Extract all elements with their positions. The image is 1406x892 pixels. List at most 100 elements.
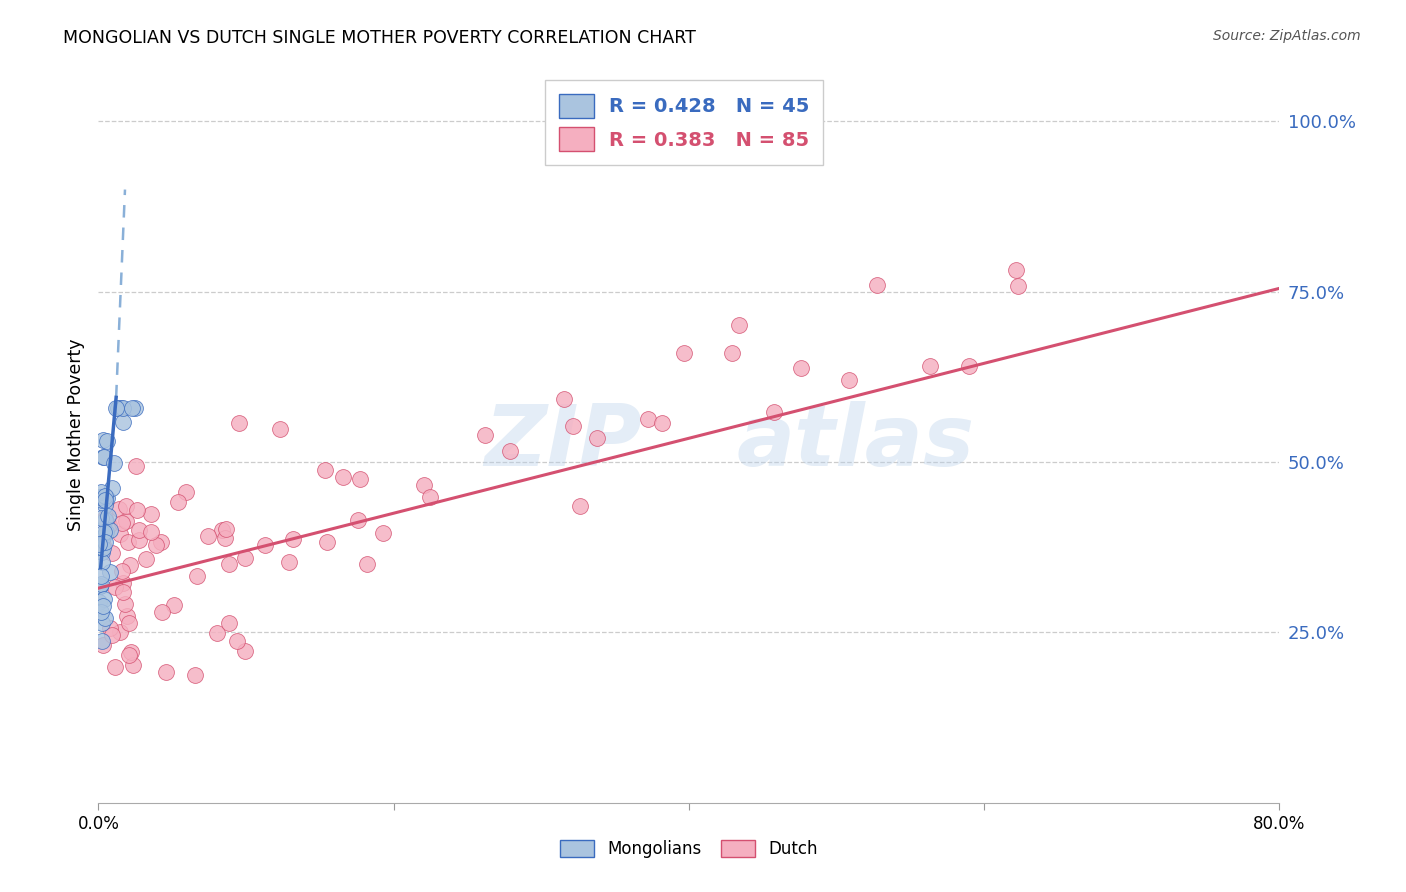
Point — [111, 516, 134, 531]
Point — [89, 536, 111, 550]
Point — [90, 634, 112, 648]
Point — [89, 490, 111, 504]
Point — [225, 633, 247, 648]
Point — [721, 346, 744, 360]
Point — [90, 493, 112, 508]
Point — [233, 644, 256, 658]
Point — [127, 503, 149, 517]
Point — [135, 552, 157, 566]
Point — [149, 535, 172, 549]
Point — [97, 509, 120, 524]
Point — [91, 639, 114, 653]
Text: ZIP: ZIP — [484, 401, 641, 483]
Point — [110, 527, 132, 541]
Point — [553, 392, 575, 407]
Point — [105, 401, 128, 415]
Point — [90, 540, 112, 554]
Point — [93, 513, 115, 527]
Point — [373, 525, 395, 540]
Point — [253, 538, 276, 552]
Point — [89, 579, 111, 593]
Y-axis label: Single Mother Poverty: Single Mother Poverty — [66, 339, 84, 531]
Point — [347, 513, 370, 527]
Text: atlas: atlas — [737, 401, 974, 483]
Point — [90, 511, 112, 525]
Point — [125, 458, 148, 473]
Point — [128, 523, 150, 537]
Point — [93, 450, 115, 464]
Point — [90, 545, 112, 559]
Point — [419, 490, 441, 504]
Point — [120, 645, 142, 659]
Point — [728, 318, 751, 332]
Point — [96, 434, 118, 448]
Point — [121, 401, 143, 415]
Point — [110, 564, 132, 578]
Point — [90, 569, 112, 583]
Point — [98, 565, 121, 579]
Point — [91, 538, 114, 552]
Point — [763, 405, 786, 419]
Point — [121, 657, 143, 672]
Point — [94, 525, 117, 540]
Point — [139, 507, 162, 521]
Point — [207, 625, 229, 640]
Point — [91, 530, 114, 544]
Point — [93, 541, 115, 556]
Point — [93, 525, 115, 540]
Point — [90, 576, 112, 591]
Point — [283, 532, 305, 546]
Point — [332, 470, 354, 484]
Point — [94, 489, 117, 503]
Point — [1007, 279, 1029, 293]
Point — [94, 511, 117, 525]
Point — [91, 433, 114, 447]
Point — [120, 558, 142, 572]
Point — [89, 595, 111, 609]
Point — [94, 499, 117, 513]
Point — [651, 416, 673, 430]
Point — [124, 401, 146, 415]
Point — [585, 431, 607, 445]
Point — [91, 615, 114, 630]
Point — [108, 625, 131, 640]
Point — [356, 558, 378, 572]
Point — [163, 599, 186, 613]
Point — [838, 373, 860, 387]
Point — [568, 500, 591, 514]
Point — [314, 463, 336, 477]
Text: MONGOLIAN VS DUTCH SINGLE MOTHER POVERTY CORRELATION CHART: MONGOLIAN VS DUTCH SINGLE MOTHER POVERTY… — [63, 29, 696, 46]
Point — [107, 401, 129, 415]
Point — [673, 345, 696, 359]
Point — [112, 575, 135, 590]
Point — [91, 599, 114, 613]
Point — [211, 523, 233, 537]
Point — [97, 517, 120, 532]
Point — [90, 605, 112, 619]
Point — [101, 481, 124, 495]
Point — [108, 501, 131, 516]
Point — [233, 551, 256, 566]
Point — [110, 401, 132, 415]
Point — [866, 277, 889, 292]
Point — [103, 659, 125, 673]
Point — [562, 418, 585, 433]
Point — [93, 592, 115, 607]
Point — [111, 401, 134, 415]
Point — [957, 359, 980, 374]
Point — [89, 579, 111, 593]
Point — [183, 667, 205, 681]
Point — [186, 569, 208, 583]
Point — [100, 622, 122, 636]
Point — [228, 416, 250, 430]
Point — [197, 529, 219, 543]
Point — [112, 416, 135, 430]
Point — [115, 609, 138, 624]
Point — [215, 522, 238, 536]
Point — [104, 580, 127, 594]
Point — [316, 534, 339, 549]
Point — [90, 555, 112, 569]
Point — [117, 648, 139, 662]
Point — [94, 535, 117, 549]
Point — [91, 450, 114, 464]
